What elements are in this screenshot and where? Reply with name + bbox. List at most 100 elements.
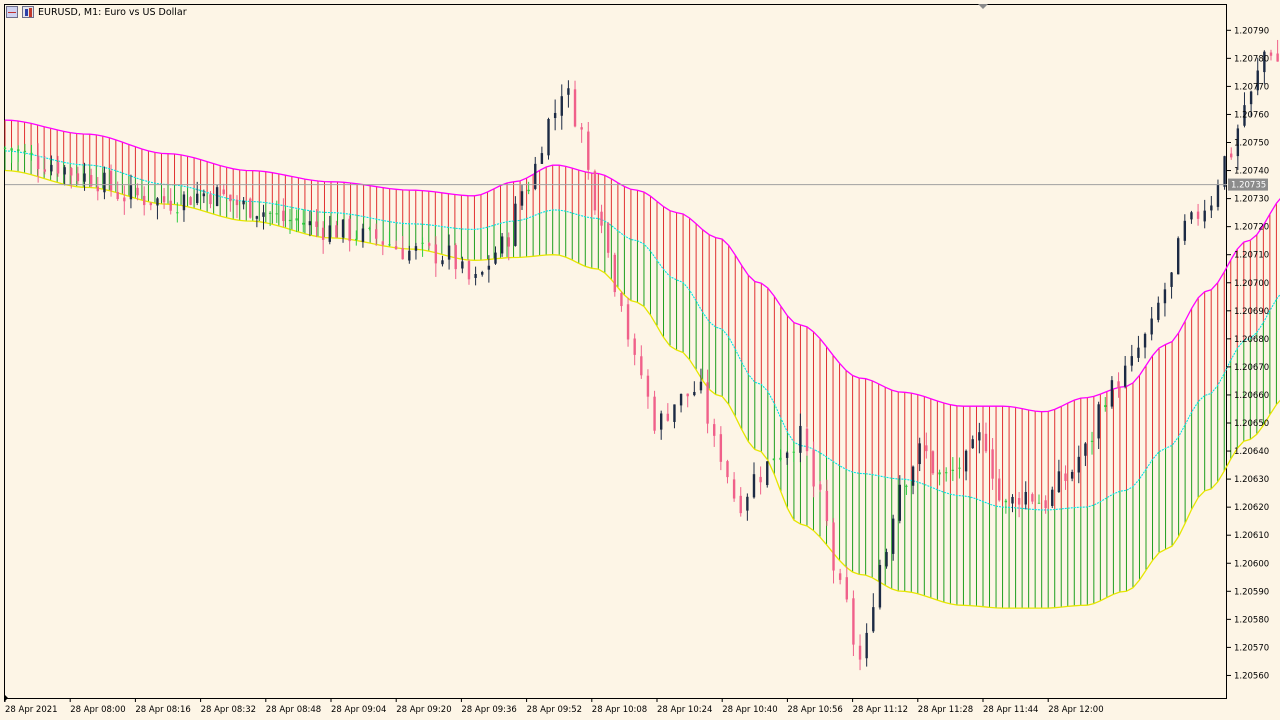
candle-body — [242, 200, 245, 205]
candle-body — [964, 450, 968, 472]
candle-body — [1176, 238, 1180, 275]
candle-body — [593, 171, 597, 211]
candle-body — [825, 490, 829, 522]
candle-body — [89, 175, 93, 187]
y-tick-label: 1.20740 — [1234, 167, 1269, 177]
y-tick-label: 1.20700 — [1234, 279, 1269, 289]
candle-body — [142, 195, 146, 206]
lower-band-line — [4, 169, 1280, 609]
candle-body — [633, 338, 636, 355]
candle-body — [527, 189, 530, 192]
candle-body — [302, 222, 305, 225]
candle-body — [739, 495, 742, 514]
candle-body — [1011, 496, 1014, 504]
candle-body — [176, 212, 179, 214]
candle-body — [852, 598, 855, 645]
candle-body — [1037, 502, 1041, 504]
y-tick-label: 1.20570 — [1234, 643, 1269, 653]
x-tick-label: 28 Apr 09:52 — [527, 705, 582, 715]
candle-body — [666, 413, 670, 421]
candle-body — [865, 632, 868, 659]
candle-body — [1236, 128, 1240, 157]
candle-body — [785, 452, 789, 458]
candle-body — [50, 164, 53, 172]
candle-body — [1190, 212, 1193, 220]
candle-body — [361, 228, 365, 242]
candle-body — [606, 223, 610, 253]
candle-body — [580, 127, 583, 130]
candle-body — [998, 478, 1001, 501]
y-tick-label: 1.20580 — [1234, 615, 1269, 625]
candle-body — [129, 185, 133, 200]
candle-body — [341, 219, 345, 238]
x-tick-label: 28 Apr 12:00 — [1048, 705, 1103, 715]
x-tick-label: 28 Apr 2021 — [5, 705, 58, 715]
candle-body — [1024, 491, 1027, 505]
candle-body — [116, 191, 119, 200]
y-axis: 1.20790 1.20780 1.20770 1.20760 1.20750 1.207… — [1227, 26, 1269, 681]
y-tick-label: 1.20600 — [1234, 559, 1269, 569]
candle-body — [1117, 381, 1120, 388]
candle-body — [454, 245, 457, 270]
candle-body — [56, 162, 60, 174]
candle-body — [1070, 472, 1074, 479]
x-tick-label: 28 Apr 10:24 — [657, 705, 712, 715]
candle-body — [295, 218, 298, 221]
candle-body — [792, 451, 795, 453]
candle-body — [222, 189, 225, 195]
candle-body — [1064, 473, 1067, 481]
candle-body — [1276, 53, 1279, 62]
candle-body — [567, 88, 570, 95]
candle-body — [308, 221, 312, 226]
candle-body — [1077, 456, 1080, 473]
candle-body — [713, 424, 716, 436]
candle-body — [434, 244, 438, 264]
candle-body — [699, 381, 703, 391]
candle-body — [1170, 272, 1173, 287]
y-tick-label: 1.20720 — [1234, 223, 1269, 233]
candle-body — [991, 449, 994, 479]
candle-body — [103, 172, 106, 193]
candle-body — [679, 393, 683, 406]
candle-body — [1090, 440, 1094, 442]
candle-body — [474, 274, 477, 278]
candle-body — [1196, 211, 1200, 219]
candle-body — [1123, 365, 1127, 387]
envelope-fill-layer — [4, 120, 1277, 609]
chart-window-icon[interactable] — [6, 6, 18, 18]
candle-body — [1143, 333, 1147, 348]
candle-body — [328, 225, 331, 242]
candle-body — [872, 607, 875, 632]
candle-body — [202, 193, 206, 197]
candle-body — [891, 518, 895, 554]
candle-body — [123, 197, 126, 202]
x-tick-label: 28 Apr 10:56 — [787, 705, 842, 715]
candle-body — [746, 496, 749, 511]
candle-body — [659, 413, 663, 430]
candle-body — [421, 242, 424, 244]
candle-body — [819, 484, 822, 490]
candle-body — [229, 194, 232, 202]
shift-marker-icon[interactable] — [978, 4, 988, 9]
upper-band-line — [4, 119, 1280, 413]
candle-body — [348, 218, 351, 242]
candle-body — [394, 246, 398, 250]
candle-body — [43, 169, 46, 172]
candle-body — [1084, 443, 1087, 456]
candle-body — [441, 260, 444, 265]
candle-body — [812, 449, 815, 487]
candle-body — [553, 112, 557, 119]
candle-body — [447, 245, 451, 260]
bar-chart-icon[interactable] — [22, 6, 34, 18]
candle-body — [388, 244, 391, 246]
candle-body — [573, 89, 577, 127]
candle-body — [249, 198, 252, 218]
candle-body — [878, 565, 882, 608]
candle-body — [136, 187, 139, 196]
candle-body — [732, 479, 736, 499]
candle-body — [752, 474, 756, 498]
candle-body — [76, 173, 80, 182]
candle-body — [613, 254, 616, 293]
candle-body — [487, 265, 491, 270]
